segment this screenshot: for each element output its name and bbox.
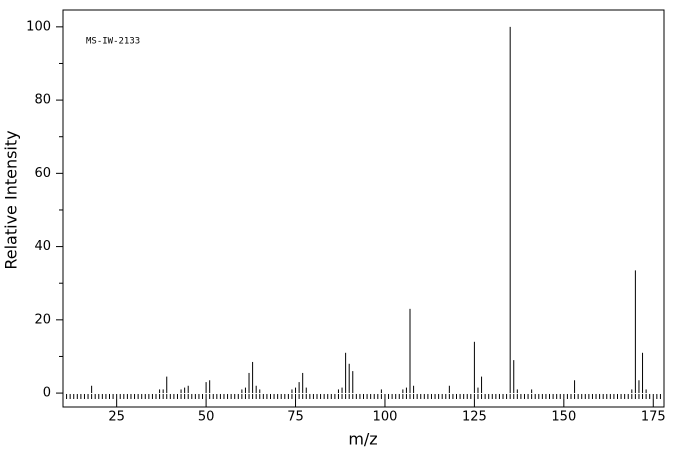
x-tick-label: 50: [198, 410, 215, 425]
x-tick-label: 175: [641, 410, 666, 425]
plot-frame: [62, 9, 665, 408]
x-axis-title: m/z: [348, 430, 377, 449]
y-tick-label: 40: [34, 239, 51, 254]
x-tick-label: 25: [108, 410, 125, 425]
y-tick-label: 20: [34, 312, 51, 327]
y-tick-label: 100: [26, 19, 51, 34]
x-tick-label: 100: [373, 410, 398, 425]
x-tick-label: 150: [551, 410, 576, 425]
y-tick-label: 0: [43, 386, 51, 401]
spectrum-id: MS-IW-2133: [86, 37, 140, 47]
y-axis-title: Relative Intensity: [2, 130, 21, 269]
x-tick-label: 75: [287, 410, 304, 425]
x-tick-label: 125: [462, 410, 487, 425]
y-tick-label: 80: [34, 93, 51, 108]
y-tick-label: 60: [34, 166, 51, 181]
